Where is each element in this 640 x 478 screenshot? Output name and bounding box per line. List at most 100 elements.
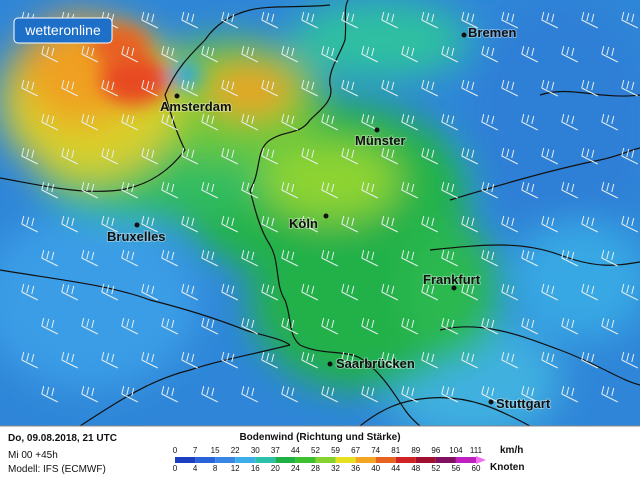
legend-tick-knots: 28 <box>311 464 320 473</box>
wind-barb <box>501 79 518 97</box>
city-label: Amsterdam <box>160 99 232 114</box>
footer-model: Modell: IFS (ECMWF) <box>8 464 106 475</box>
wind-barb <box>461 215 478 233</box>
logo-box <box>13 17 113 44</box>
legend-swatch <box>235 457 256 463</box>
wind-barb <box>361 317 378 335</box>
wind-barb <box>461 283 478 301</box>
wind-barb <box>101 215 118 233</box>
wind-barb <box>341 11 358 29</box>
wind-barb <box>381 147 398 165</box>
wind-barb <box>561 385 578 403</box>
wind-barb <box>301 283 318 301</box>
city-dot <box>323 213 329 219</box>
wind-barb <box>161 181 178 199</box>
city-label: Münster <box>355 133 406 148</box>
wind-barb <box>281 385 298 403</box>
wind-barb <box>581 215 598 233</box>
legend-tick-knots: 32 <box>331 464 340 473</box>
legend-tick-kmh: 74 <box>371 446 380 455</box>
wind-barb <box>421 215 438 233</box>
wind-barb <box>41 317 58 335</box>
wind-barb <box>461 11 478 29</box>
wind-barb <box>421 147 438 165</box>
logo-text[interactable]: wetteronline <box>24 22 101 38</box>
wind-barb <box>201 385 218 403</box>
legend-tick-knots: 12 <box>231 464 240 473</box>
wind-barb <box>401 113 418 131</box>
wind-barb <box>601 113 618 131</box>
wind-barb <box>21 215 38 233</box>
wind-barb <box>521 249 538 267</box>
legend-swatch <box>275 457 296 463</box>
wind-barb <box>81 113 98 131</box>
wind-barb <box>221 351 238 369</box>
wind-barb <box>461 147 478 165</box>
legend-tick-kmh: 15 <box>211 446 220 455</box>
wind-barb <box>541 351 558 369</box>
legend-tick-knots: 56 <box>451 464 460 473</box>
wind-barb <box>141 79 158 97</box>
wind-barb <box>341 215 358 233</box>
wind-barb <box>561 249 578 267</box>
legend-tick-kmh: 52 <box>311 446 320 455</box>
wind-barb <box>601 249 618 267</box>
wind-barb <box>621 283 638 301</box>
legend-unit-kmh: km/h <box>500 445 523 456</box>
footer-run: Mi 00 +45h <box>8 450 58 461</box>
wind-barb <box>101 351 118 369</box>
wind-barb <box>241 45 258 63</box>
wind-barb <box>321 249 338 267</box>
wind-barb <box>141 147 158 165</box>
logo[interactable]: wetteronline <box>13 17 113 44</box>
wind-barb <box>221 147 238 165</box>
city-dots <box>134 32 494 405</box>
legend-tick-kmh: 30 <box>251 446 260 455</box>
wind-barb <box>41 113 58 131</box>
wind-barb <box>441 385 458 403</box>
wind-barb <box>241 317 258 335</box>
wind-barb <box>421 351 438 369</box>
wind-barb <box>281 181 298 199</box>
wind-barb <box>621 79 638 97</box>
legend-swatch <box>295 457 316 463</box>
legend-tick-kmh: 111 <box>470 446 483 455</box>
wind-barb <box>621 11 638 29</box>
wind-barb <box>181 215 198 233</box>
wind-barb <box>301 147 318 165</box>
legend-tick-kmh: 22 <box>231 446 240 455</box>
wind-barb <box>41 45 58 63</box>
wind-barb <box>181 11 198 29</box>
wind-barb <box>241 385 258 403</box>
city-dot <box>134 222 140 228</box>
wind-barb <box>301 11 318 29</box>
legend-swatch <box>215 457 236 463</box>
wind-barb <box>301 351 318 369</box>
wind-barb <box>361 113 378 131</box>
legend-title: Bodenwind (Richtung und Stärke) <box>239 432 400 443</box>
wind-barb <box>161 249 178 267</box>
wind-barb <box>521 385 538 403</box>
legend-swatch <box>315 457 336 463</box>
wind-barb <box>61 147 78 165</box>
city-label: Frankfurt <box>423 272 481 287</box>
wind-barb <box>121 385 138 403</box>
legend-swatch <box>395 457 416 463</box>
legend-tick-knots: 16 <box>251 464 260 473</box>
wind-barb <box>621 215 638 233</box>
legend-tick-knots: 44 <box>391 464 400 473</box>
wind-barb <box>201 249 218 267</box>
wind-barb <box>181 283 198 301</box>
wind-barb <box>301 215 318 233</box>
wind-barb <box>301 79 318 97</box>
legend-tick-knots: 24 <box>291 464 300 473</box>
legend-tick-knots: 52 <box>431 464 440 473</box>
wind-barb <box>541 11 558 29</box>
wind-barb <box>161 385 178 403</box>
wind-barb <box>361 249 378 267</box>
wind-barb <box>61 79 78 97</box>
wind-barb <box>441 181 458 199</box>
wind-barb <box>501 11 518 29</box>
wind-barb <box>181 147 198 165</box>
wind-barb <box>61 215 78 233</box>
